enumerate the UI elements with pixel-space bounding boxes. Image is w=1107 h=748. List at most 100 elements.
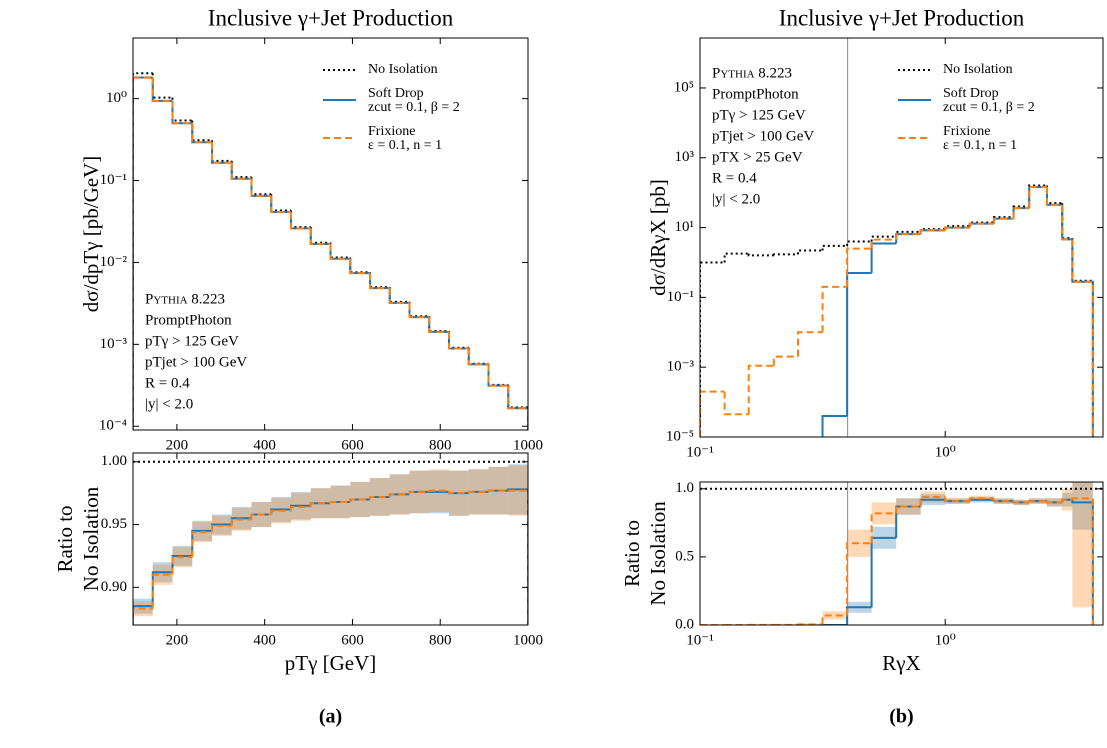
- histogram-step: [1071, 499, 1094, 625]
- y-axis-label: dσ/dpTγ [pb/GeV]: [79, 156, 103, 313]
- histogram-step: [270, 509, 291, 515]
- histogram-step: [369, 273, 390, 290]
- histogram-step: [487, 364, 509, 387]
- plot-area: [133, 72, 528, 430]
- histogram-step: [772, 253, 799, 256]
- histogram-step: [467, 348, 489, 366]
- annotation: R = 0.4: [145, 375, 190, 391]
- histogram-step: [895, 505, 921, 514]
- histogram-step: [151, 573, 173, 609]
- y-tick-label: 0.95: [101, 516, 127, 532]
- annotation: pTγ > 125 GeV: [712, 107, 806, 123]
- histogram-step: [309, 228, 331, 245]
- y-tick-label: 10³: [675, 149, 695, 165]
- histogram-step: [408, 302, 430, 319]
- histogram-step: [1061, 203, 1073, 240]
- legend-detail: ε = 0.1, n = 1: [943, 138, 1017, 153]
- histogram-step: [992, 217, 1014, 224]
- histogram-step: [1071, 497, 1094, 625]
- histogram-step: [329, 242, 351, 259]
- x-tick-label: 1000: [513, 632, 543, 648]
- histogram-step: [428, 317, 449, 333]
- histogram-step: [270, 195, 291, 213]
- histogram-step: [369, 273, 390, 290]
- histogram-step: [968, 497, 994, 502]
- error-band: [1072, 482, 1093, 608]
- histogram-step: [1061, 498, 1073, 503]
- histogram-step: [408, 301, 430, 318]
- chart-title: Inclusive γ+Jet Production: [779, 5, 1025, 30]
- histogram-step: [846, 247, 872, 287]
- histogram-step: [388, 288, 410, 304]
- histogram-step: [747, 253, 774, 257]
- y-tick-label: 10⁵: [674, 79, 694, 95]
- histogram-step: [1028, 500, 1047, 503]
- histogram-step: [151, 73, 173, 99]
- histogram-step: [467, 490, 489, 494]
- histogram-step: [448, 331, 469, 349]
- histogram-step: [846, 542, 872, 616]
- histogram-step: [870, 238, 897, 249]
- histogram-step: [797, 331, 823, 357]
- histogram-step: [309, 228, 331, 245]
- histogram-step: [700, 390, 725, 437]
- histogram-step: [191, 120, 212, 142]
- histogram-step: [747, 364, 774, 415]
- histogram-step: [507, 385, 528, 430]
- histogram-step: [448, 490, 469, 495]
- histogram-step: [270, 195, 291, 213]
- annotation: pTγ > 125 GeV: [145, 333, 239, 349]
- histogram-step: [171, 556, 193, 575]
- legend-label: Soft Drop: [943, 86, 999, 101]
- histogram-step: [895, 233, 921, 244]
- histogram-step: [1045, 187, 1063, 206]
- histogram-step: [487, 364, 509, 387]
- histogram-step: [895, 233, 921, 240]
- histogram-step: [1071, 239, 1094, 437]
- error-band: [1072, 482, 1093, 530]
- x-axis-label: pTγ [GeV]: [285, 651, 377, 675]
- legend-label: Frixione: [943, 124, 990, 139]
- histogram-step: [1045, 501, 1063, 504]
- legend-label: No Isolation: [368, 62, 438, 77]
- histogram-step: [290, 211, 311, 230]
- error-band: [920, 491, 946, 503]
- x-tick-label: 10⁻¹: [686, 444, 713, 460]
- x-tick-label: 400: [253, 632, 276, 648]
- histogram-step: [388, 493, 410, 497]
- histogram-step: [133, 76, 153, 430]
- histogram-step: [870, 242, 897, 273]
- histogram-step: [290, 505, 311, 511]
- y-axis-label: Ratio to: [620, 520, 644, 587]
- legend-label: No Isolation: [943, 62, 1013, 77]
- y-tick-label: 10⁻³: [100, 336, 128, 352]
- axes-frame: [699, 37, 1104, 438]
- histogram-step: [723, 391, 749, 416]
- axes-frame: [132, 37, 529, 431]
- y-tick-label: 1.0: [675, 480, 694, 496]
- histogram-step: [1045, 187, 1063, 206]
- histogram-step: [870, 512, 897, 544]
- histogram-step: [870, 235, 897, 242]
- histogram-step: [508, 489, 528, 625]
- histogram-step: [797, 249, 823, 255]
- legend-label: Soft Drop: [368, 86, 424, 101]
- axes-frame: [699, 481, 1104, 626]
- histogram-step: [448, 331, 469, 350]
- y-tick-label: 10⁻¹: [667, 289, 694, 305]
- x-tick-label: 10⁰: [935, 632, 956, 648]
- histogram-step: [821, 414, 848, 437]
- y-tick-label: 10⁻²: [100, 254, 128, 270]
- x-tick-label: 10⁰: [935, 444, 956, 460]
- histogram-step: [700, 261, 725, 437]
- y-tick-label: 10⁻⁴: [99, 418, 127, 434]
- histogram-step: [329, 500, 351, 504]
- histogram-step: [428, 317, 449, 333]
- y-tick-label: 0.90: [101, 579, 127, 595]
- histogram-step: [821, 244, 848, 251]
- annotation: PromptPhoton: [145, 312, 232, 328]
- histogram-step: [388, 287, 410, 303]
- histogram-step: [428, 316, 449, 333]
- histogram-step: [1071, 239, 1094, 437]
